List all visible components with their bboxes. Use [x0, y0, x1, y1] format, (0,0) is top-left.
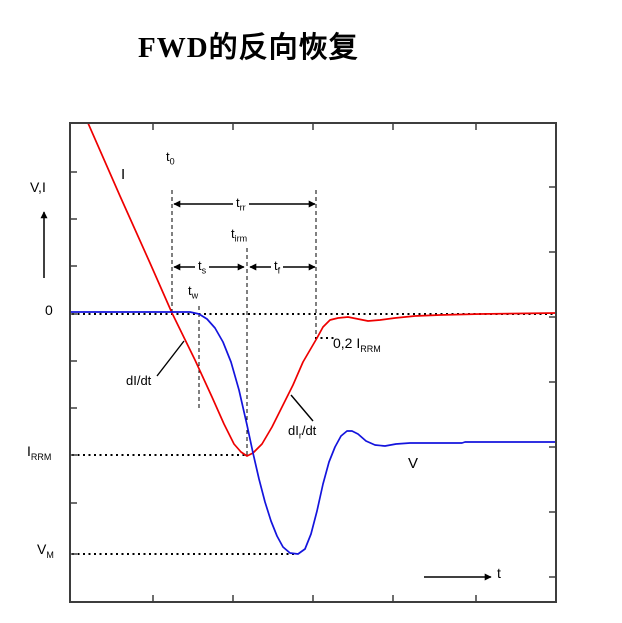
di-dt-pointer [156, 340, 185, 377]
tirm-label: tirm [231, 226, 248, 244]
generated-plot-elements [40, 122, 557, 603]
tw-label: tw [188, 283, 199, 301]
plot-border [69, 122, 557, 603]
t0-label: t0 [166, 149, 175, 167]
irrm-level-label: IRRM [27, 443, 52, 462]
pct-irrm-label: 0,2 IRRM [333, 335, 381, 354]
voltage-curve [70, 311, 557, 555]
time-axis-label: t [497, 565, 501, 581]
di-dt-label: dI/dt [126, 373, 152, 388]
zero-level-label: 0 [45, 302, 53, 318]
voltage-curve-label: V [408, 455, 419, 472]
dir-dt-pointer [290, 394, 314, 422]
page-title: FWD的反向恢复 [138, 32, 359, 64]
y-axis-label: V,I [30, 179, 46, 195]
ts-label: ts [195, 258, 210, 275]
vm-level-label: VM [37, 541, 54, 560]
tf-label: tf [271, 258, 284, 275]
trr-label: trr [233, 195, 249, 212]
current-curve-label: I [121, 166, 126, 183]
dir-dt-label: dIr/dt [288, 423, 317, 441]
current-curve [87, 122, 557, 457]
